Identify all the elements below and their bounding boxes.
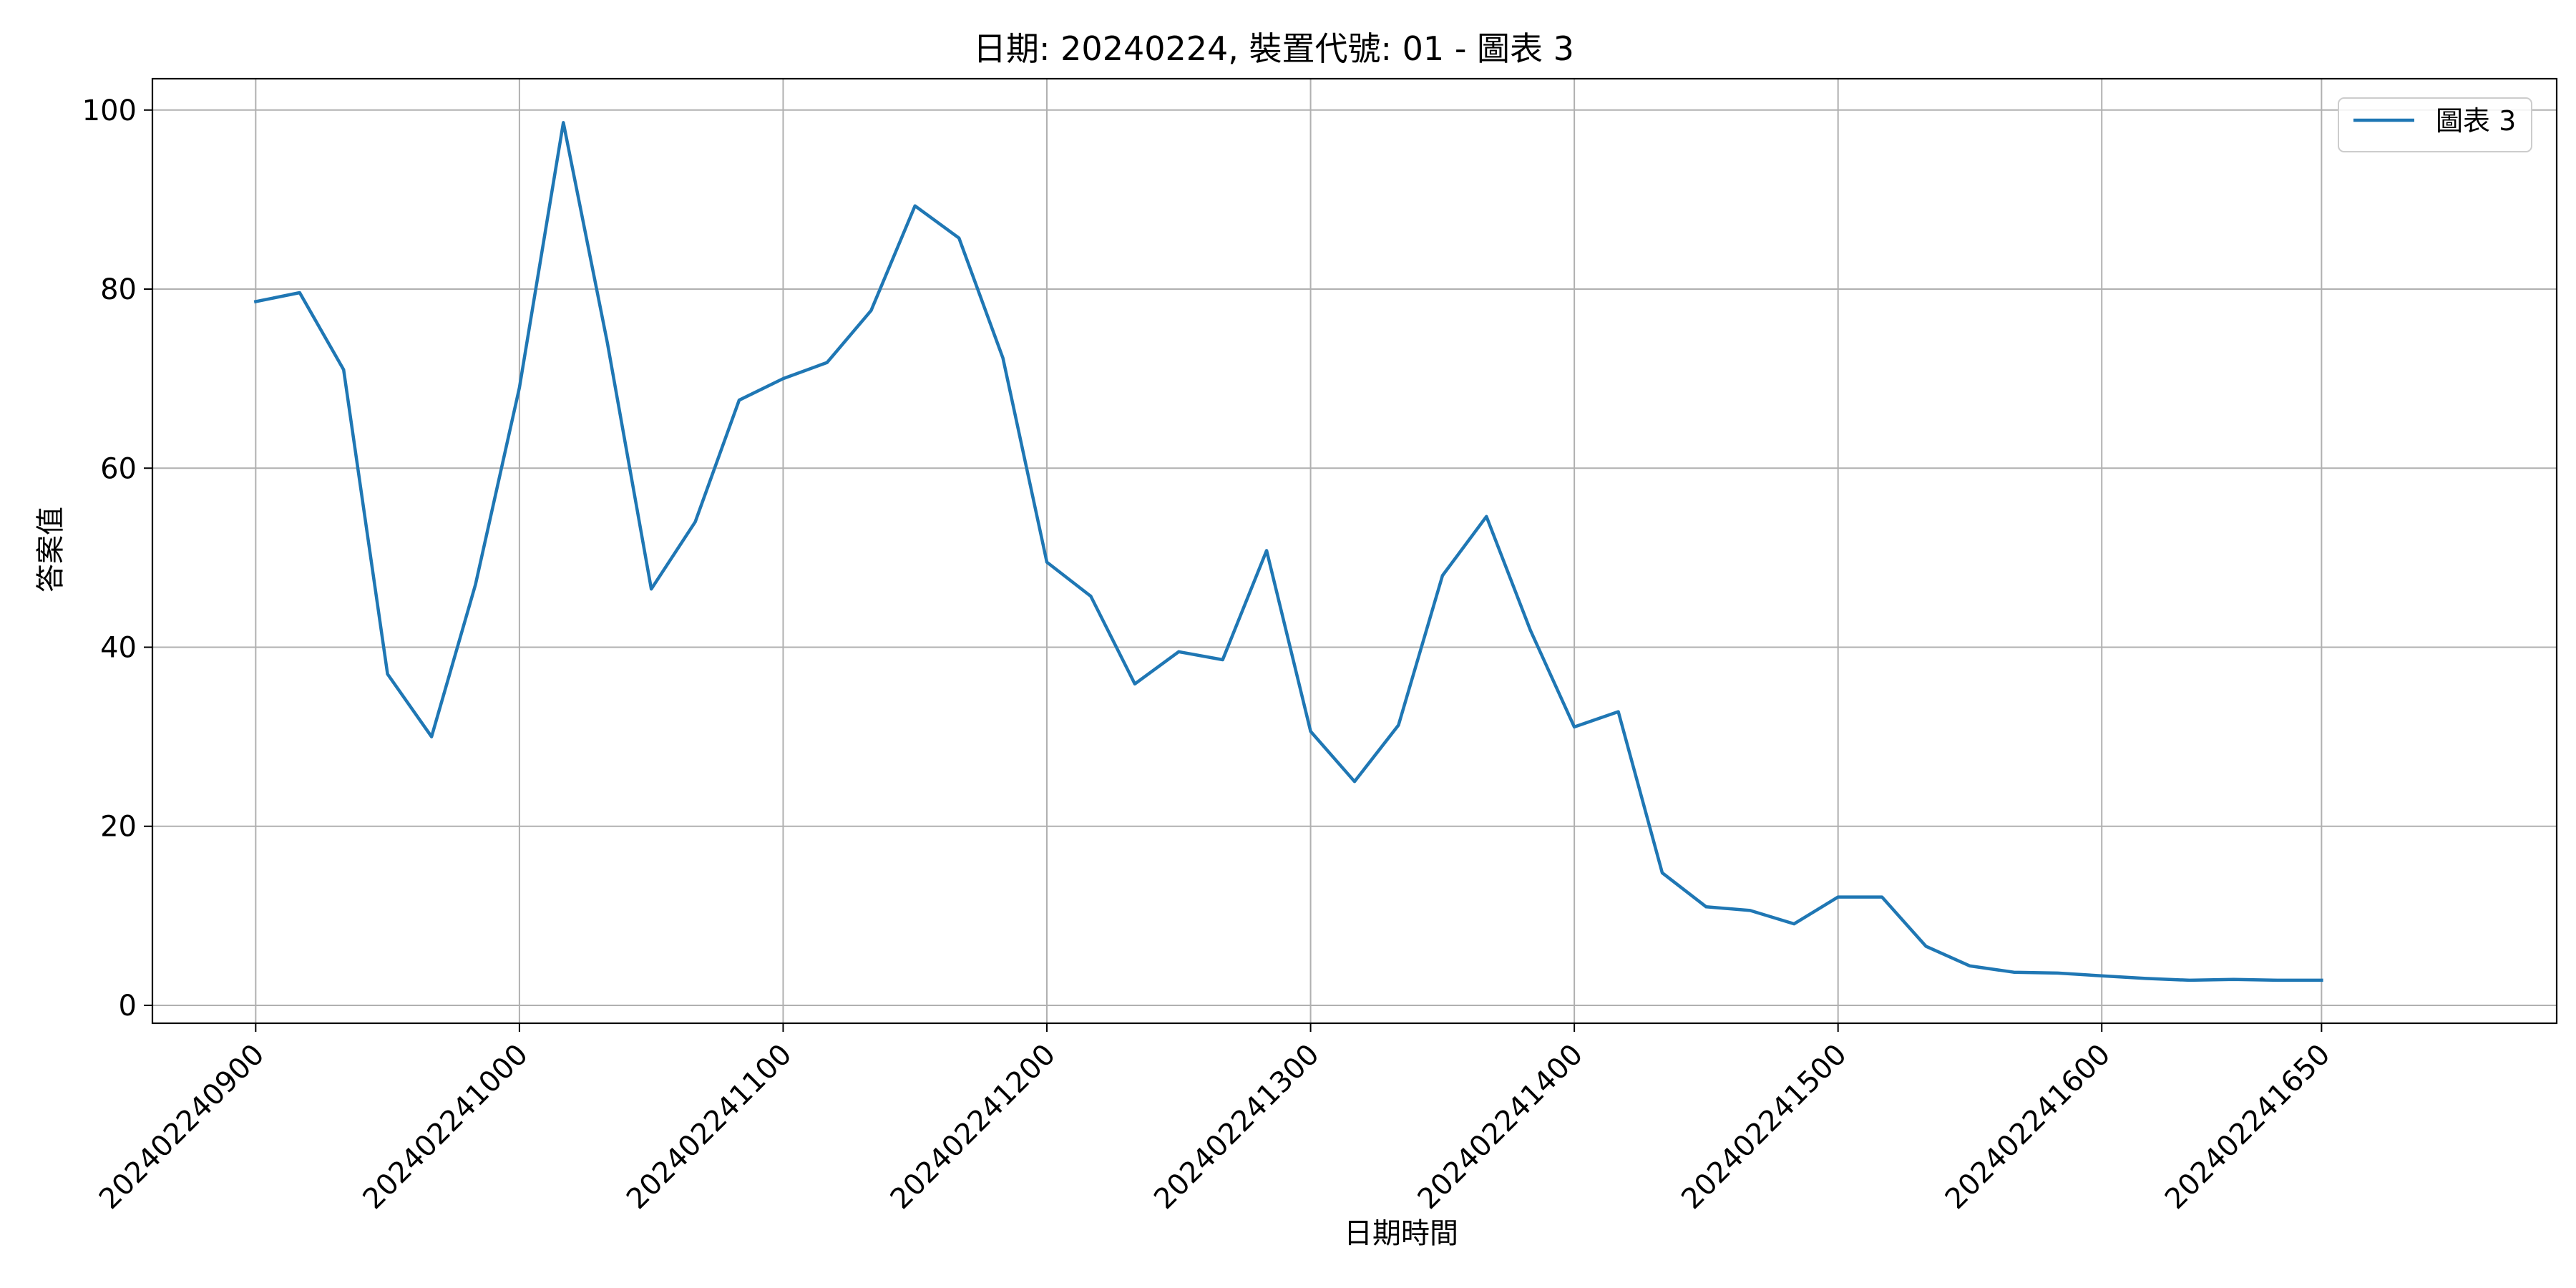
x-axis-label: 日期時間	[1344, 1217, 1458, 1250]
y-tick-label: 80	[100, 273, 137, 306]
legend-label: 圖表 3	[2436, 105, 2516, 137]
grid	[152, 79, 2557, 1023]
legend-box	[2338, 97, 2532, 152]
chart-title: 日期: 20240224, 裝置代號: 01 - 圖表 3	[973, 29, 1574, 68]
y-tick-label: 100	[82, 94, 137, 127]
legend: 圖表 3	[2338, 97, 2532, 152]
plot-area-frame	[151, 77, 2558, 1025]
y-axis-label: 答案值	[34, 507, 67, 592]
series-layer	[253, 121, 2323, 982]
y-tick-label: 20	[100, 811, 137, 844]
y-tick-label: 40	[100, 632, 137, 665]
y-tick-label: 60	[100, 452, 137, 485]
y-tick-label: 0	[119, 990, 137, 1023]
series-line-0	[253, 121, 2323, 982]
